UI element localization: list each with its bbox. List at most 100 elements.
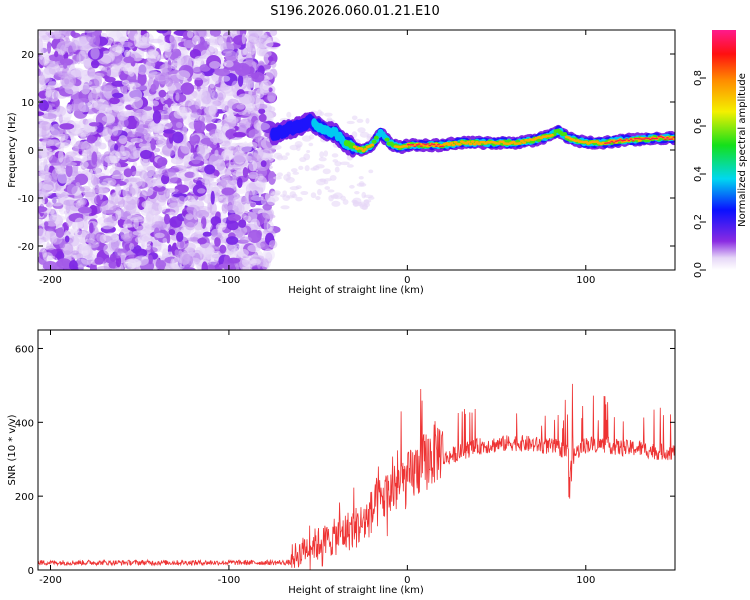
noise-speckle bbox=[180, 82, 195, 95]
heatmap-area bbox=[38, 30, 675, 270]
x-tick-label: 100 bbox=[576, 575, 595, 586]
noise-speckle bbox=[339, 161, 350, 166]
ridge-mark bbox=[522, 141, 527, 144]
noise-speckle bbox=[250, 202, 256, 208]
x-tick-label: -100 bbox=[218, 275, 241, 286]
noise-speckle bbox=[58, 150, 64, 163]
noise-speckle bbox=[114, 63, 125, 72]
ridge-mark bbox=[496, 142, 501, 145]
noise-speckle bbox=[227, 214, 242, 222]
noise-speckle bbox=[194, 120, 206, 133]
noise-speckle bbox=[190, 111, 200, 118]
noise-speckle bbox=[226, 236, 239, 245]
noise-speckle bbox=[74, 230, 89, 244]
noise-speckle bbox=[164, 188, 179, 194]
ridge-mark bbox=[370, 143, 375, 147]
noise-speckle bbox=[239, 236, 252, 243]
noise-speckle bbox=[236, 177, 243, 189]
noise-speckle bbox=[95, 34, 101, 47]
ridge-mark bbox=[424, 143, 428, 146]
noise-speckle bbox=[223, 175, 239, 181]
ridge-mark bbox=[436, 143, 440, 146]
ridge-mark bbox=[562, 132, 568, 137]
noise-speckle bbox=[56, 258, 72, 269]
noise-speckle bbox=[258, 113, 267, 123]
noise-speckle bbox=[127, 84, 132, 91]
noise-speckle bbox=[79, 186, 85, 192]
noise-speckle bbox=[152, 241, 162, 253]
noise-speckle bbox=[246, 75, 253, 90]
noise-speckle bbox=[47, 81, 59, 88]
noise-speckle bbox=[271, 144, 282, 150]
noise-speckle bbox=[79, 160, 89, 169]
noise-speckle bbox=[157, 157, 168, 167]
noise-speckle bbox=[154, 232, 165, 239]
noise-speckle bbox=[176, 231, 184, 243]
noise-speckle bbox=[168, 228, 176, 236]
noise-speckle bbox=[71, 250, 79, 256]
ridge-mark bbox=[657, 135, 661, 138]
noise-speckle bbox=[123, 168, 133, 178]
ridge-mark bbox=[421, 143, 425, 145]
ridge-mark bbox=[606, 142, 610, 144]
noise-speckle bbox=[114, 247, 122, 259]
noise-speckle bbox=[334, 166, 340, 173]
noise-speckle bbox=[158, 202, 167, 213]
noise-speckle bbox=[184, 242, 196, 252]
noise-speckle bbox=[280, 205, 290, 210]
noise-speckle bbox=[68, 121, 85, 134]
noise-speckle bbox=[267, 171, 277, 185]
noise-speckle bbox=[90, 47, 100, 60]
noise-speckle bbox=[228, 193, 235, 208]
colorbar-tick-label: 0.4 bbox=[693, 166, 704, 182]
noise-speckle bbox=[209, 103, 218, 113]
noise-speckle bbox=[146, 165, 156, 173]
noise-speckle bbox=[75, 182, 81, 187]
noise-speckle bbox=[55, 168, 68, 175]
noise-speckle bbox=[170, 156, 184, 165]
noise-speckle bbox=[358, 181, 365, 187]
ridge-mark bbox=[413, 145, 417, 148]
snr-series-line bbox=[38, 383, 675, 570]
noise-speckle bbox=[129, 177, 142, 183]
ridge-mark bbox=[670, 138, 674, 140]
snr-frame bbox=[37, 329, 676, 571]
noise-speckle bbox=[295, 185, 302, 190]
ridge-mark bbox=[470, 140, 475, 143]
noise-speckle bbox=[44, 66, 53, 75]
noise-speckle bbox=[135, 42, 151, 49]
noise-speckle bbox=[41, 125, 47, 139]
noise-speckle bbox=[77, 206, 92, 214]
y-tick-label: 400 bbox=[15, 418, 34, 429]
noise-speckle bbox=[267, 56, 274, 62]
noise-speckle bbox=[38, 111, 45, 117]
noise-speckle bbox=[246, 40, 254, 53]
noise-speckle bbox=[266, 220, 274, 232]
noise-speckle bbox=[48, 54, 64, 62]
noise-speckle bbox=[38, 100, 49, 112]
chart-title: S196.2026.060.01.21.E10 bbox=[270, 4, 439, 19]
noise-speckle bbox=[237, 248, 249, 257]
ridge-mark bbox=[519, 139, 524, 143]
noise-speckle bbox=[143, 106, 153, 111]
ridge-mark bbox=[623, 139, 627, 142]
noise-speckle bbox=[160, 194, 168, 201]
noise-speckle bbox=[225, 143, 232, 152]
noise-speckle bbox=[303, 153, 311, 161]
ridge-mark bbox=[359, 147, 364, 150]
ridge-mark bbox=[449, 141, 454, 145]
noise-speckle bbox=[206, 264, 216, 270]
noise-speckle bbox=[310, 192, 317, 199]
snr-ticks: -200 -100 0 100 0 200 400 600 bbox=[15, 330, 675, 586]
noise-speckle bbox=[199, 114, 208, 123]
noise-speckle bbox=[130, 217, 145, 223]
noise-speckle bbox=[104, 76, 116, 83]
ridge-mark bbox=[646, 137, 650, 140]
noise-speckle bbox=[76, 98, 90, 103]
ridge-mark bbox=[625, 138, 629, 140]
noise-speckle bbox=[209, 202, 217, 215]
noise-speckle bbox=[150, 100, 160, 107]
noise-speckle bbox=[221, 187, 235, 196]
noise-speckle bbox=[161, 143, 177, 157]
noise-speckle bbox=[323, 150, 329, 157]
